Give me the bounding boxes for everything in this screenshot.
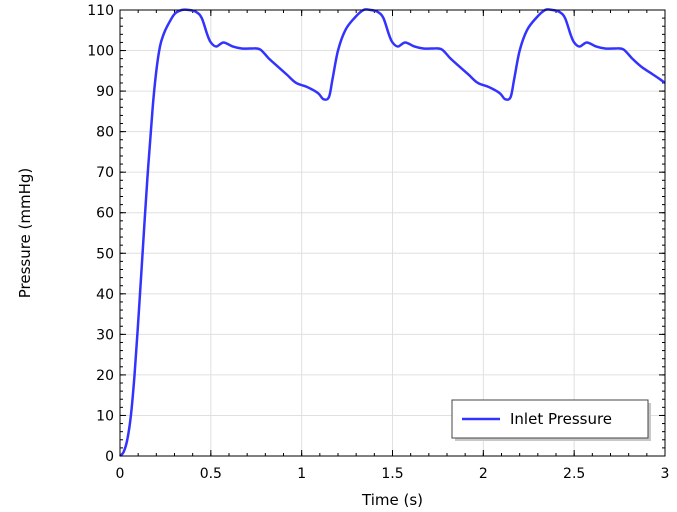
x-tick-label: 2 (479, 466, 488, 482)
y-axis-label: Pressure (mmHg) (16, 168, 34, 299)
y-tick-label: 0 (105, 449, 114, 465)
x-tick-label: 3 (661, 466, 670, 482)
y-tick-label: 30 (96, 327, 114, 343)
y-tick-label: 10 (96, 408, 114, 424)
grid-lines (120, 10, 665, 456)
y-tick-label: 80 (96, 125, 114, 141)
y-tick-label: 110 (87, 3, 114, 19)
y-tick-label: 100 (87, 44, 114, 60)
y-tick-label: 60 (96, 206, 114, 222)
x-tick-label: 2.5 (563, 466, 585, 482)
legend: Inlet Pressure (451, 399, 651, 441)
x-tick-label: 1.5 (381, 466, 403, 482)
y-tick-label: 90 (96, 84, 114, 100)
legend-label: Inlet Pressure (510, 410, 612, 428)
x-tick-label: 0.5 (200, 466, 222, 482)
plot-frame (119, 9, 666, 457)
x-tick-label: 0 (116, 466, 125, 482)
y-tick-label: 20 (96, 368, 114, 384)
x-tick-label: 1 (297, 466, 306, 482)
y-tick-label: 50 (96, 246, 114, 262)
y-tick-label: 40 (96, 287, 114, 303)
x-axis-label: Time (s) (361, 491, 423, 509)
y-tick-label: 70 (96, 165, 114, 181)
